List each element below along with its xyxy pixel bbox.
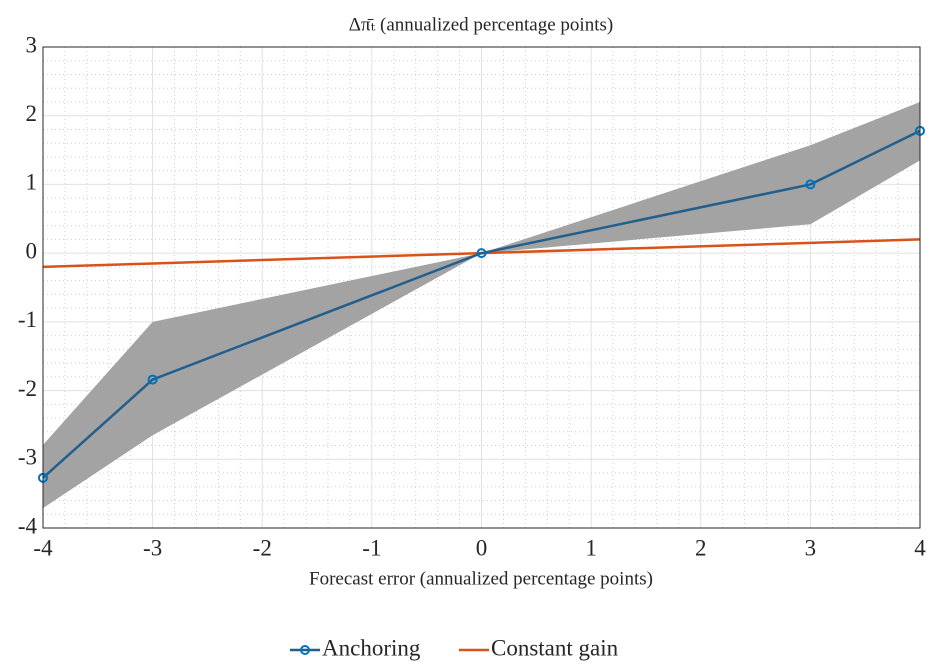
x-tick-label: -4	[33, 535, 53, 560]
series-marker	[805, 179, 816, 190]
y-tick-label: -4	[18, 513, 38, 538]
x-tick-label: -2	[253, 535, 272, 560]
x-tick-label: 2	[695, 535, 707, 560]
legend-label: Anchoring	[322, 635, 421, 660]
y-tick-label: 3	[26, 32, 38, 57]
x-tick-label: 4	[914, 535, 926, 560]
series-line	[42, 129, 921, 479]
x-tick-label: 1	[585, 535, 597, 560]
x-tick-label: -3	[143, 535, 162, 560]
x-tick-label: 0	[476, 535, 488, 560]
legend: Anchoring Constant gain	[290, 635, 619, 660]
series-marker	[476, 248, 487, 259]
y-tick-label: 2	[26, 101, 38, 126]
y-tick-label: -3	[18, 445, 37, 470]
x-axis-label: Forecast error (annualized percentage po…	[309, 568, 653, 589]
y-tick-label: 1	[26, 170, 38, 195]
chart-title: Δπ̄ₜ (annualized percentage points)	[349, 14, 613, 35]
confidence-band	[43, 101, 920, 509]
plot-frame	[42, 46, 921, 529]
x-tick-label: -1	[362, 535, 381, 560]
legend-label: Constant gain	[491, 635, 619, 660]
legend-marker	[300, 645, 310, 655]
x-tick-label: 3	[805, 535, 817, 560]
y-tick-label: -2	[18, 376, 37, 401]
series-marker	[147, 374, 158, 385]
y-tick-label: -1	[18, 307, 37, 332]
y-tick-label: 0	[26, 238, 38, 263]
